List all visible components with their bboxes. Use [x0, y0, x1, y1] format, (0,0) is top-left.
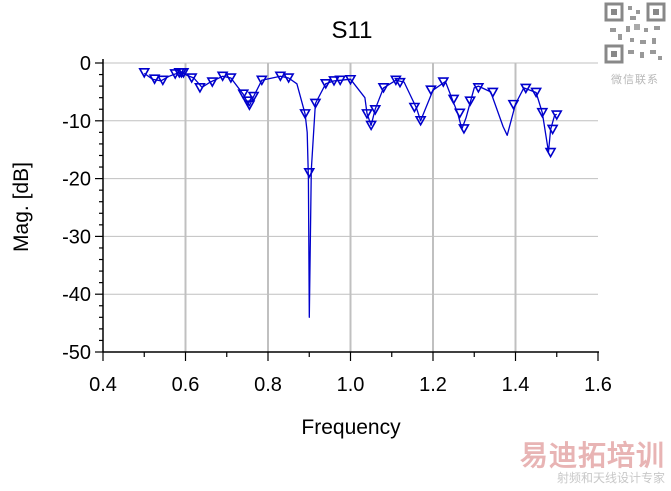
data-point-marker	[334, 75, 347, 86]
data-point-marker	[377, 83, 390, 94]
watermark: 易迪拓培训 射频和天线设计专家	[519, 439, 665, 486]
data-point-marker	[425, 85, 437, 96]
x-tick-label: 1.4	[502, 374, 530, 396]
data-point-marker	[185, 73, 198, 84]
data-point-marker	[447, 94, 460, 106]
data-point-marker	[507, 99, 520, 111]
y-tick-label: -30	[62, 226, 91, 248]
data-point-marker	[472, 83, 485, 94]
qr-caption: 微信联系	[611, 73, 659, 86]
data-point-marker	[138, 68, 151, 79]
data-point-marker	[216, 71, 229, 82]
data-point-marker	[255, 75, 268, 86]
y-tick-label: -10	[62, 111, 91, 133]
y-tick-label: -50	[62, 342, 91, 364]
data-point-marker	[453, 108, 466, 119]
data-point-marker	[414, 116, 427, 127]
data-point-marker	[206, 77, 219, 88]
data-point-marker	[237, 89, 250, 100]
x-tick-label: 1.2	[419, 374, 447, 396]
data-point-marker	[274, 71, 287, 82]
tick-labels: 0.4 0.6 0.8 1.0 1.2 1.4 1.6 0 -10 -20 -30 -40 -50	[62, 53, 612, 396]
x-tick-label: 0.8	[254, 374, 282, 396]
qr-code-icon	[604, 2, 666, 64]
y-tick-label: -40	[62, 284, 91, 306]
data-point-marker	[156, 75, 169, 86]
data-point-marker	[282, 73, 295, 84]
data-point-marker	[546, 124, 559, 136]
y-tick-label: -20	[62, 169, 91, 191]
data-point-marker	[369, 105, 382, 116]
data-point-marker	[319, 79, 332, 90]
watermark-sub: 射频和天线设计专家	[556, 471, 665, 485]
data-point-marker	[177, 68, 190, 79]
data-point-marker	[408, 102, 421, 114]
data-point-marker	[344, 74, 357, 86]
y-tick-label: 0	[80, 53, 91, 75]
data-point-marker	[536, 107, 549, 119]
data-point-marker	[464, 96, 476, 107]
data-point-marker	[458, 124, 470, 135]
x-tick-label: 1.0	[337, 374, 365, 396]
chart-title: S11	[332, 17, 373, 44]
data-point-marker	[530, 87, 542, 99]
data-point-marker	[328, 76, 340, 87]
y-axis-label: Mag. [dB]	[10, 162, 33, 252]
data-point-marker	[309, 98, 322, 110]
axis-ticks	[95, 62, 599, 361]
watermark-main: 易迪拓培训	[519, 439, 665, 472]
data-point-marker	[361, 109, 373, 120]
qr-code-block: 微信联系	[603, 2, 667, 87]
x-tick-label: 0.6	[172, 374, 200, 396]
x-axis-label: Frequency	[301, 416, 401, 439]
data-point-marker	[365, 120, 377, 132]
data-point-marker	[225, 73, 237, 84]
data-point-marker	[519, 83, 532, 95]
data-point-marker	[194, 83, 206, 94]
data-point-marker	[550, 110, 563, 121]
data-point-marker	[247, 91, 260, 103]
data-point-marker	[437, 77, 450, 88]
data-point-marker	[544, 147, 557, 159]
x-tick-label: 0.4	[89, 374, 117, 396]
grid-lines	[103, 62, 598, 353]
data-point-marker	[299, 109, 311, 120]
data-point-marker	[243, 100, 256, 111]
data-point-marker	[390, 75, 402, 86]
data-point-marker	[486, 87, 499, 99]
marker-layer	[138, 68, 563, 179]
x-tick-label: 1.6	[584, 374, 612, 396]
data-point-marker	[394, 77, 406, 89]
data-point-marker	[148, 74, 161, 85]
data-point-marker	[303, 168, 316, 179]
